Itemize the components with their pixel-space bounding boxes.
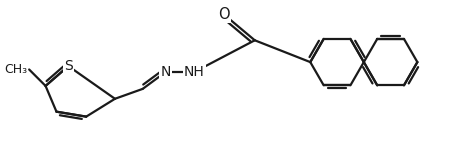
Text: S: S [64, 59, 73, 73]
Text: NH: NH [184, 65, 204, 79]
Text: O: O [218, 7, 230, 22]
Text: CH₃: CH₃ [4, 63, 27, 76]
Text: N: N [160, 65, 170, 79]
